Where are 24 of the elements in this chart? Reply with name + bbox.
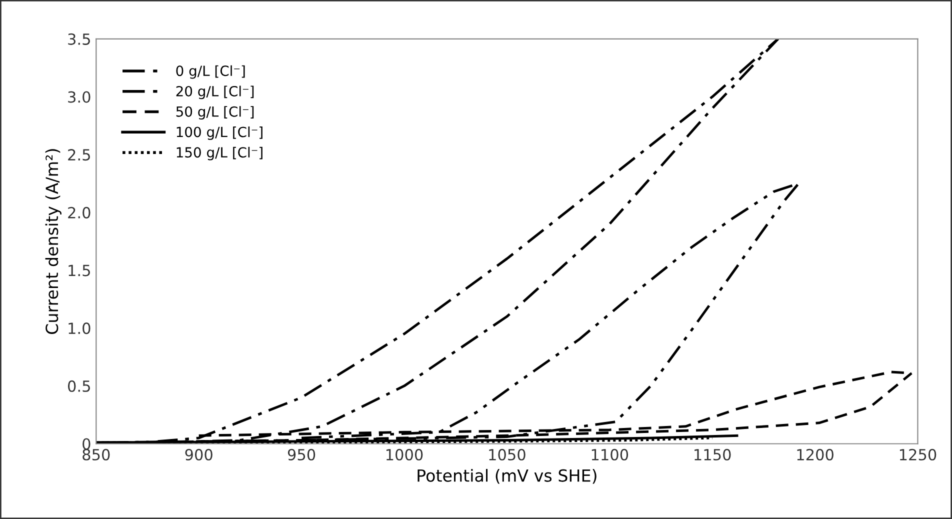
y-tick-label: 3.5 <box>68 33 90 45</box>
x-tick-label: 950 <box>288 448 316 460</box>
x-tick-label: 1250 <box>900 448 936 460</box>
y-tick-label: 1.5 <box>68 264 90 276</box>
legend-label: 0 g/L [Cl⁻] <box>176 65 245 79</box>
y-tick-label: 1.0 <box>68 322 90 334</box>
y-tick-label: 3.0 <box>68 91 90 103</box>
y-tick-label: 2.0 <box>68 206 90 218</box>
x-axis-title: Potential (mV vs SHE) <box>418 468 596 484</box>
y-tick-label: 0.5 <box>68 380 90 392</box>
x-tick-label: 1100 <box>592 448 628 460</box>
x-tick-label: 850 <box>82 448 110 460</box>
legend-label: 20 g/L [Cl⁻] <box>176 86 254 100</box>
x-tick-label: 900 <box>185 448 212 460</box>
x-tick-label: 1200 <box>797 448 834 460</box>
y-tick-label: 0 <box>82 438 90 450</box>
y-axis-title: Current density (A/m²) <box>45 149 62 334</box>
legend-label: 150 g/L [Cl⁻] <box>176 146 262 160</box>
y-tick-label: 2.5 <box>68 149 90 161</box>
x-tick-label: 1000 <box>386 448 423 460</box>
x-tick-label: 1050 <box>489 448 526 460</box>
legend-label: 100 g/L [Cl⁻] <box>176 126 262 140</box>
legend-label: 50 g/L [Cl⁻] <box>176 106 254 120</box>
x-tick-label: 1150 <box>694 448 731 460</box>
